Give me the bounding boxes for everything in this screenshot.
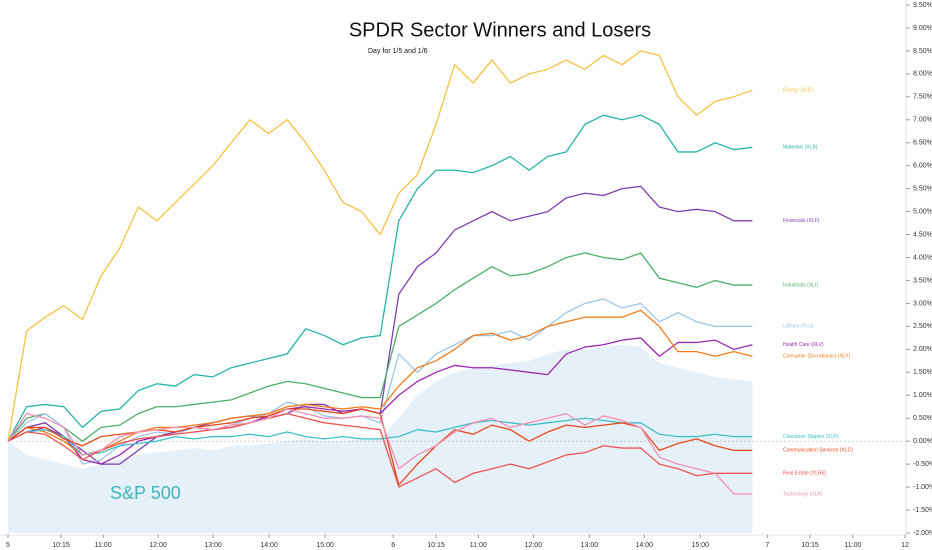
y-tick-label: 5.50% [913, 185, 932, 192]
y-tick-label: 7.50% [913, 94, 932, 101]
x-tick-label: 13:00 [204, 542, 222, 549]
y-tick-label: 9.50% [913, 2, 932, 9]
series-line [7, 408, 753, 486]
series-line [7, 252, 753, 442]
x-tick-label: 10:15 [52, 542, 70, 549]
series-line [7, 309, 753, 456]
series-label: Energy (XLE) [783, 87, 813, 93]
y-tick-label: 8.00% [913, 71, 932, 78]
series-label: Technology (XLK) [783, 491, 823, 497]
x-tick-label: 14:00 [260, 542, 278, 549]
series-label: Materials (XLB) [783, 145, 818, 151]
y-tick-label: 9.00% [913, 25, 932, 32]
x-tick-label: 5 [6, 542, 10, 549]
chart-subtitle: Day for 1/5 and 1/6 [368, 48, 428, 55]
x-tick-label: 13:00 [581, 542, 599, 549]
y-tick-label: -2.00% [913, 530, 932, 537]
y-tick-label: 4.00% [913, 254, 932, 261]
chart-title: SPDR Sector Winners and Losers [349, 19, 651, 41]
series-line [7, 114, 753, 442]
y-tick-label: -1.00% [913, 484, 932, 491]
series-line [7, 50, 753, 442]
x-tick-label: 12:00 [149, 542, 167, 549]
x-tick-label: 10:15 [427, 542, 445, 549]
y-tick-label: 2.50% [913, 323, 932, 330]
y-tick-label: 6.50% [913, 140, 932, 147]
series-label: Consumer Discretionary (XLY) [783, 354, 851, 360]
x-tick-label: 15:00 [692, 542, 710, 549]
y-tick-label: 3.50% [913, 277, 932, 284]
y-tick-label: 1.50% [913, 369, 932, 376]
y-tick-label: 4.50% [913, 231, 932, 238]
y-tick-label: 0.50% [913, 415, 932, 422]
x-tick-label: 7 [765, 542, 769, 549]
x-tick-label: 6 [391, 542, 395, 549]
y-tick-label: 0.00% [913, 438, 932, 445]
x-tick-label: 11:00 [470, 542, 487, 549]
y-tick-label: 7.00% [913, 117, 932, 124]
x-tick-label: 11:00 [844, 542, 861, 549]
series-label: Communication Services (XLC) [783, 448, 853, 454]
y-tick-label: 8.50% [913, 48, 932, 55]
series-label: Consumer Staples (XLP) [783, 434, 839, 440]
series-label: Financials (XLF) [783, 218, 820, 224]
series-line [7, 408, 753, 495]
series-label: Utilities (XLU) [783, 324, 814, 330]
y-tick-label: 6.00% [913, 163, 932, 170]
benchmark-label: S&P 500 [110, 483, 181, 503]
y-tick-label: 3.00% [913, 300, 932, 307]
y-tick-label: -1.50% [913, 507, 932, 514]
x-tick-label: 12 [901, 542, 909, 549]
x-tick-label: 14:00 [636, 542, 654, 549]
x-tick-label: 11:00 [95, 542, 112, 549]
y-tick-label: 2.00% [913, 346, 932, 353]
y-tick-label: -0.50% [913, 461, 932, 468]
series-line [7, 412, 753, 488]
y-tick-label: 1.00% [913, 392, 932, 399]
series-label: Health Care (XLV) [783, 342, 824, 348]
series-label: Real Estate (XLRE) [783, 471, 827, 477]
y-tick-label: 5.00% [913, 208, 932, 215]
series-line [7, 298, 753, 465]
x-tick-label: 12:00 [525, 542, 543, 549]
series-label: Industrials (XLI) [783, 282, 818, 288]
x-tick-label: 10:15 [801, 542, 819, 549]
x-tick-label: 15:00 [316, 542, 334, 549]
